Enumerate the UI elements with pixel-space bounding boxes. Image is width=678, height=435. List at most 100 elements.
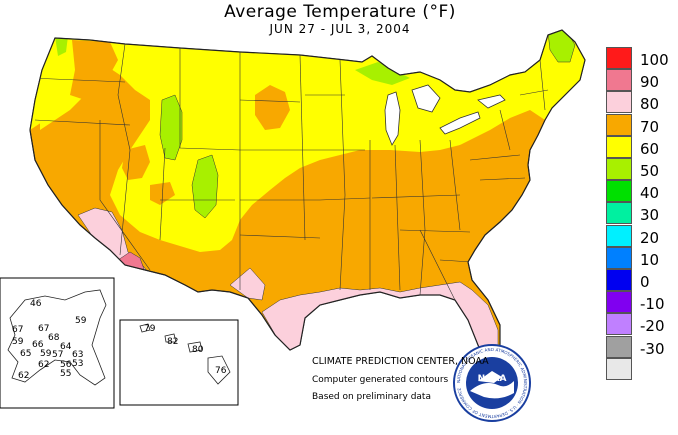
alaska-inset <box>0 277 115 409</box>
zone-70-oregon <box>70 40 118 100</box>
zone-50-wa-coast <box>55 36 68 56</box>
station-value: 63 <box>72 350 83 360</box>
conus <box>29 29 586 361</box>
legend-label: 10 <box>640 250 660 269</box>
legend-swatch <box>606 246 632 269</box>
legend-label: -20 <box>640 317 665 336</box>
legend-row <box>606 357 678 380</box>
legend-label: 30 <box>640 206 660 225</box>
lake-huron <box>411 84 441 113</box>
legend-swatch <box>606 313 632 336</box>
legend-row: 40 <box>606 180 678 203</box>
zone-50-colorado <box>191 154 219 219</box>
station-value: 59 <box>75 316 87 326</box>
lake-michigan <box>384 91 401 146</box>
legend-row: 90 <box>606 69 678 92</box>
legend-swatch <box>606 269 632 291</box>
legend-swatch <box>606 357 632 380</box>
map-subtitle: JUN 27 - JUL 3, 2004 <box>269 22 411 36</box>
station-value: 79 <box>144 324 156 334</box>
hawaii-big-island <box>207 355 231 385</box>
legend-swatch <box>606 91 632 114</box>
zone-70-mid-atlantic <box>450 110 545 160</box>
station-value: 66 <box>32 340 44 350</box>
legend-row: 100 <box>606 47 678 69</box>
legend-row: 10 <box>606 246 678 269</box>
legend-label: 90 <box>640 73 660 92</box>
legend-label: -30 <box>640 339 665 358</box>
station-value: 46 <box>30 299 42 309</box>
legend-row: 60 <box>606 135 678 158</box>
legend-row: 0 <box>606 269 678 291</box>
hawaii-kauai <box>139 323 151 333</box>
legend-label: 50 <box>640 162 660 180</box>
legend-swatch <box>606 135 632 158</box>
station-value: 59 <box>40 349 52 359</box>
zone-80-sw-texas <box>229 267 266 301</box>
legend-swatch <box>606 291 632 314</box>
conus-outline <box>29 29 586 361</box>
zone-70-utah <box>122 145 150 180</box>
station-value: 82 <box>167 337 178 347</box>
station-value: 62 <box>38 360 49 370</box>
station-value: 57 <box>52 350 63 360</box>
station-value: 80 <box>192 345 204 355</box>
station-value: 64 <box>60 342 72 352</box>
hawaii-maui <box>187 341 203 353</box>
zone-50-wyoming <box>159 94 183 161</box>
lake-ontario <box>477 94 506 109</box>
legend-swatch <box>606 202 632 225</box>
hawaii-oahu <box>164 333 177 343</box>
legend-swatch <box>606 158 632 180</box>
hawaii-inset <box>119 319 239 406</box>
temperature-legend: 100 90 80 70 60 50 40 30 20 10 0 -10 -20 -30 <box>606 47 678 380</box>
legend-row: 30 <box>606 202 678 225</box>
credit-line-3: Based on preliminary data <box>312 392 431 402</box>
legend-label: 60 <box>640 139 660 158</box>
station-value: 56 <box>60 360 72 370</box>
legend-label: 70 <box>640 117 660 136</box>
map-title: Average Temperature (°F) <box>224 2 456 22</box>
station-value: 76 <box>215 366 227 376</box>
legend-row: -30 <box>606 335 678 358</box>
zone-70-idaho <box>92 80 132 160</box>
legend-label: 0 <box>640 273 650 291</box>
legend-row: 50 <box>606 158 678 180</box>
state-borders <box>30 43 549 301</box>
legend-row: 80 <box>606 91 678 114</box>
station-value: 67 <box>38 324 49 334</box>
legend-label: 20 <box>640 228 660 247</box>
legend-swatch <box>606 113 632 136</box>
legend-swatch <box>606 69 632 92</box>
legend-label: 80 <box>640 95 660 114</box>
legend-row: 20 <box>606 224 678 247</box>
legend-label: 100 <box>640 51 669 69</box>
zone-70-montana-east <box>255 85 290 130</box>
legend-row: 70 <box>606 113 678 136</box>
legend-swatch <box>606 47 632 69</box>
station-value: 62 <box>18 371 29 381</box>
station-value: 53 <box>72 359 83 369</box>
station-value: 59 <box>12 337 24 347</box>
legend-label: 40 <box>640 184 660 203</box>
credit-line-1: CLIMATE PREDICTION CENTER, NOAA <box>312 356 489 367</box>
legend-row: -20 <box>606 313 678 336</box>
alaska-shape <box>7 289 107 386</box>
legend-swatch <box>606 335 632 358</box>
zone-50-lake-superior <box>355 62 410 85</box>
noaa-logo: NOAA NATIONAL OCEANIC AND ATMOSPHERIC AD… <box>453 344 531 422</box>
station-value: 55 <box>60 369 71 379</box>
station-value: 65 <box>20 349 31 359</box>
lake-erie <box>439 111 481 135</box>
station-value: 67 <box>12 325 23 335</box>
legend-row: -10 <box>606 291 678 314</box>
noaa-logo-text: NOAA <box>478 374 507 384</box>
credit-line-2: Computer generated contours <box>312 375 449 385</box>
station-value: 68 <box>48 333 60 343</box>
legend-swatch <box>606 180 632 203</box>
legend-swatch <box>606 224 632 247</box>
legend-label: -10 <box>640 295 665 314</box>
hawaii-station-values: 79 82 80 76 <box>144 324 227 376</box>
